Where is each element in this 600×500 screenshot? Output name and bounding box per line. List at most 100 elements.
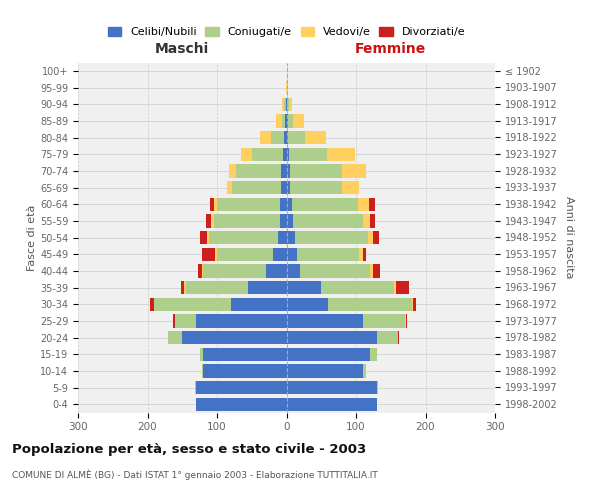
Bar (292, 198, 358, 211)
Bar (203, 264, 266, 278)
Bar (285, 114, 287, 128)
Bar (196, 381, 287, 394)
Bar (281, 114, 285, 128)
Bar (342, 164, 367, 177)
Bar (229, 164, 236, 177)
Bar (272, 248, 287, 261)
Bar (184, 281, 186, 294)
Bar (287, 398, 377, 411)
Bar (186, 281, 248, 294)
Bar (169, 331, 182, 344)
Bar (200, 348, 203, 361)
Bar (231, 298, 287, 311)
Bar (394, 281, 397, 294)
Bar (413, 298, 416, 311)
Bar (404, 314, 406, 328)
Bar (305, 131, 326, 144)
Bar (217, 198, 280, 211)
Bar (266, 264, 287, 278)
Bar (217, 248, 272, 261)
Text: Femmine: Femmine (355, 42, 427, 56)
Y-axis label: Anni di nascita: Anni di nascita (564, 196, 574, 278)
Bar (236, 164, 281, 177)
Bar (202, 248, 215, 261)
Bar (287, 331, 377, 344)
Legend: Celibi/Nubili, Coniugati/e, Vedovi/e, Divorziati/e: Celibi/Nubili, Coniugati/e, Vedovi/e, Di… (103, 22, 470, 42)
Bar (287, 114, 288, 128)
Bar (284, 131, 287, 144)
Bar (214, 198, 217, 211)
Bar (175, 314, 196, 328)
Bar (363, 364, 367, 378)
Bar (276, 114, 281, 128)
Bar (286, 98, 287, 111)
Bar (206, 231, 209, 244)
Bar (288, 114, 293, 128)
Bar (287, 348, 370, 361)
Bar (359, 248, 363, 261)
Bar (209, 231, 278, 244)
Bar (289, 98, 292, 111)
Bar (321, 281, 394, 294)
Bar (210, 198, 214, 211)
Bar (154, 298, 231, 311)
Bar (173, 314, 175, 328)
Bar (278, 231, 287, 244)
Bar (203, 364, 287, 378)
Bar (287, 214, 293, 228)
Bar (295, 231, 368, 244)
Bar (211, 214, 214, 228)
Bar (370, 214, 376, 228)
Bar (406, 314, 407, 328)
Bar (271, 131, 284, 144)
Bar (227, 181, 232, 194)
Bar (363, 214, 370, 228)
Bar (182, 331, 287, 344)
Bar (287, 281, 321, 294)
Bar (373, 231, 379, 244)
Bar (368, 198, 376, 211)
Bar (281, 164, 287, 177)
Bar (287, 148, 289, 161)
Bar (412, 298, 413, 311)
Bar (203, 348, 287, 361)
Bar (363, 314, 404, 328)
Bar (202, 364, 203, 378)
Bar (377, 381, 378, 394)
Bar (290, 181, 342, 194)
Bar (181, 281, 184, 294)
Text: Maschi: Maschi (155, 42, 209, 56)
Bar (287, 364, 363, 378)
Bar (363, 248, 367, 261)
Text: Popolazione per età, sesso e stato civile - 2003: Popolazione per età, sesso e stato civil… (12, 442, 366, 456)
Bar (293, 214, 363, 228)
Bar (288, 131, 305, 144)
Y-axis label: Fasce di età: Fasce di età (27, 204, 37, 270)
Bar (290, 164, 342, 177)
Bar (248, 281, 287, 294)
Bar (328, 298, 412, 311)
Bar (287, 264, 301, 278)
Bar (196, 398, 287, 411)
Bar (327, 148, 355, 161)
Bar (241, 148, 252, 161)
Bar (150, 298, 154, 311)
Bar (293, 114, 304, 128)
Bar (398, 331, 399, 344)
Bar (202, 264, 203, 278)
Bar (287, 181, 290, 194)
Bar (287, 314, 363, 328)
Bar (280, 198, 287, 211)
Bar (283, 98, 284, 111)
Text: COMUNE DI ALMÈ (BG) - Dati ISTAT 1° gennaio 2003 - Elaborazione TUTTITALIA.IT: COMUNE DI ALMÈ (BG) - Dati ISTAT 1° genn… (12, 470, 378, 480)
Bar (287, 81, 288, 94)
Bar (342, 181, 359, 194)
Bar (232, 181, 281, 194)
Bar (196, 314, 287, 328)
Bar (287, 131, 288, 144)
Bar (287, 164, 290, 177)
Bar (280, 214, 287, 228)
Bar (281, 181, 287, 194)
Bar (260, 131, 271, 144)
Bar (370, 348, 377, 361)
